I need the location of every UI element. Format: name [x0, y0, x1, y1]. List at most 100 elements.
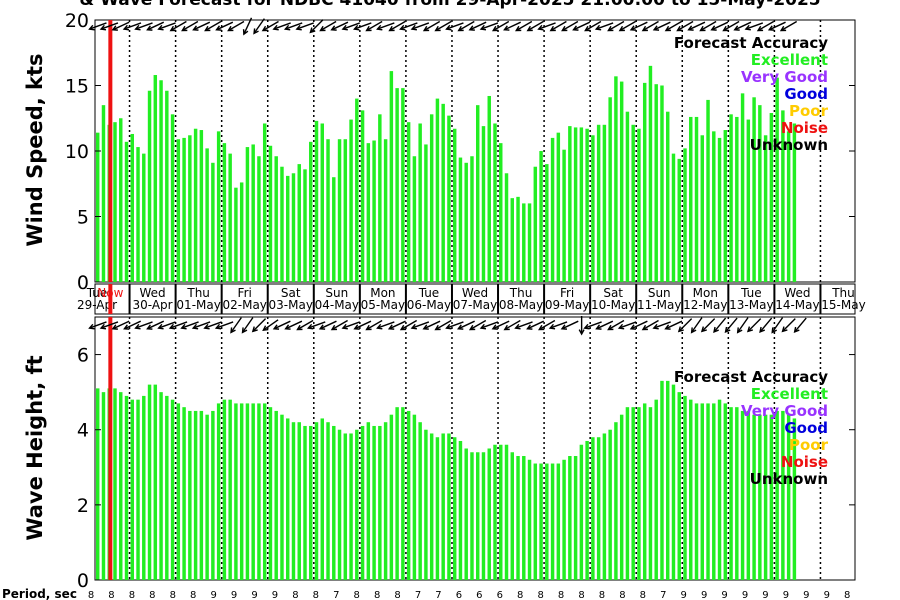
period-value: 7	[333, 590, 339, 600]
date-label: 05-May	[361, 298, 405, 312]
arrow-head	[434, 25, 441, 32]
arrow-shaft	[181, 20, 199, 32]
arrow-head	[526, 25, 533, 32]
bar	[493, 444, 497, 580]
bar	[343, 433, 348, 580]
arrow-shaft	[701, 318, 716, 332]
bar	[211, 162, 215, 282]
legend-item: Excellent	[751, 51, 828, 69]
bar	[602, 433, 607, 580]
direction-arrow-icon	[445, 22, 464, 31]
bar	[654, 84, 658, 282]
bar	[545, 463, 549, 580]
arrow-head	[341, 24, 348, 31]
bar	[337, 139, 342, 282]
direction-arrow-icon	[422, 20, 441, 32]
bar	[406, 122, 411, 283]
bar	[677, 392, 681, 580]
bar	[165, 395, 169, 580]
arrow-head	[713, 326, 719, 334]
bar	[476, 452, 480, 580]
arrow-head	[629, 324, 637, 330]
bar	[642, 403, 647, 580]
date-label: 12-May	[683, 298, 727, 312]
bar	[101, 392, 106, 580]
arrow-head	[583, 323, 590, 330]
arrow-head	[503, 324, 510, 331]
arrow-head	[365, 324, 372, 331]
bar	[706, 403, 710, 580]
direction-arrow-icon	[181, 20, 199, 32]
date-label: 15-May	[821, 298, 865, 312]
direction-arrow-icon	[561, 20, 579, 32]
direction-arrow-icon	[572, 21, 591, 31]
arrow-head	[376, 24, 383, 31]
bar	[752, 414, 756, 580]
period-value: 8	[88, 590, 94, 600]
arrow-shaft	[642, 319, 659, 331]
wave-height-axis-label: Wave Height, ft	[23, 355, 47, 540]
arrow-head	[387, 324, 395, 330]
direction-arrow-icon	[503, 21, 521, 31]
date-label: 06-May	[407, 298, 451, 312]
period-value: 9	[824, 590, 830, 600]
direction-arrow-icon	[309, 19, 324, 34]
direction-arrow-icon	[353, 320, 372, 330]
direction-arrow-icon	[713, 317, 727, 334]
bar	[458, 440, 463, 580]
arrow-head	[434, 324, 441, 331]
arrow-head	[468, 324, 476, 331]
arrow-head	[204, 25, 211, 32]
arrow-shaft	[309, 19, 324, 33]
bar	[619, 414, 624, 580]
bar	[700, 403, 704, 580]
bar	[614, 422, 618, 580]
bar	[568, 126, 572, 282]
direction-arrow-icon	[664, 20, 682, 32]
direction-arrow-icon	[319, 20, 337, 32]
arrow-head	[227, 25, 234, 32]
direction-arrow-icon	[767, 21, 786, 31]
day-of-week-label: Tue	[740, 286, 762, 300]
bar	[337, 429, 342, 580]
arrow-shaft	[253, 18, 265, 34]
arrow-shaft	[561, 320, 579, 330]
period-value: 8	[108, 590, 114, 600]
arrow-head	[272, 24, 279, 31]
direction-arrow-icon	[722, 20, 740, 32]
bar	[596, 124, 601, 282]
bar	[573, 127, 578, 282]
arrow-head	[422, 324, 429, 330]
direction-arrow-icon	[652, 21, 671, 31]
direction-arrow-icon	[584, 20, 602, 32]
period-value: 9	[783, 590, 789, 600]
bar	[297, 164, 301, 282]
arrow-shaft	[147, 21, 165, 31]
period-value: 8	[313, 590, 319, 600]
bar	[648, 407, 653, 580]
bar	[429, 433, 434, 580]
arrow-shaft	[342, 22, 361, 30]
direction-arrow-icon	[365, 20, 383, 32]
direction-arrow-icon	[710, 21, 729, 31]
direction-arrow-icon	[515, 20, 533, 32]
bar	[372, 425, 376, 580]
bar	[165, 90, 169, 283]
bar	[268, 145, 273, 282]
arrow-shaft	[100, 22, 119, 30]
bar	[326, 422, 330, 580]
arrow-head	[283, 24, 291, 31]
bar	[412, 414, 417, 580]
legend-item: Very Good	[741, 68, 828, 86]
day-of-week-label: Thu	[186, 286, 210, 300]
bar	[418, 422, 422, 580]
date-label: 13-May	[729, 298, 773, 312]
arrow-head	[744, 24, 751, 31]
direction-arrow-icon	[690, 317, 703, 334]
bar	[291, 422, 296, 580]
bar	[769, 414, 774, 580]
period-value: 8	[170, 590, 176, 600]
bar	[113, 388, 117, 580]
bar	[556, 132, 561, 282]
